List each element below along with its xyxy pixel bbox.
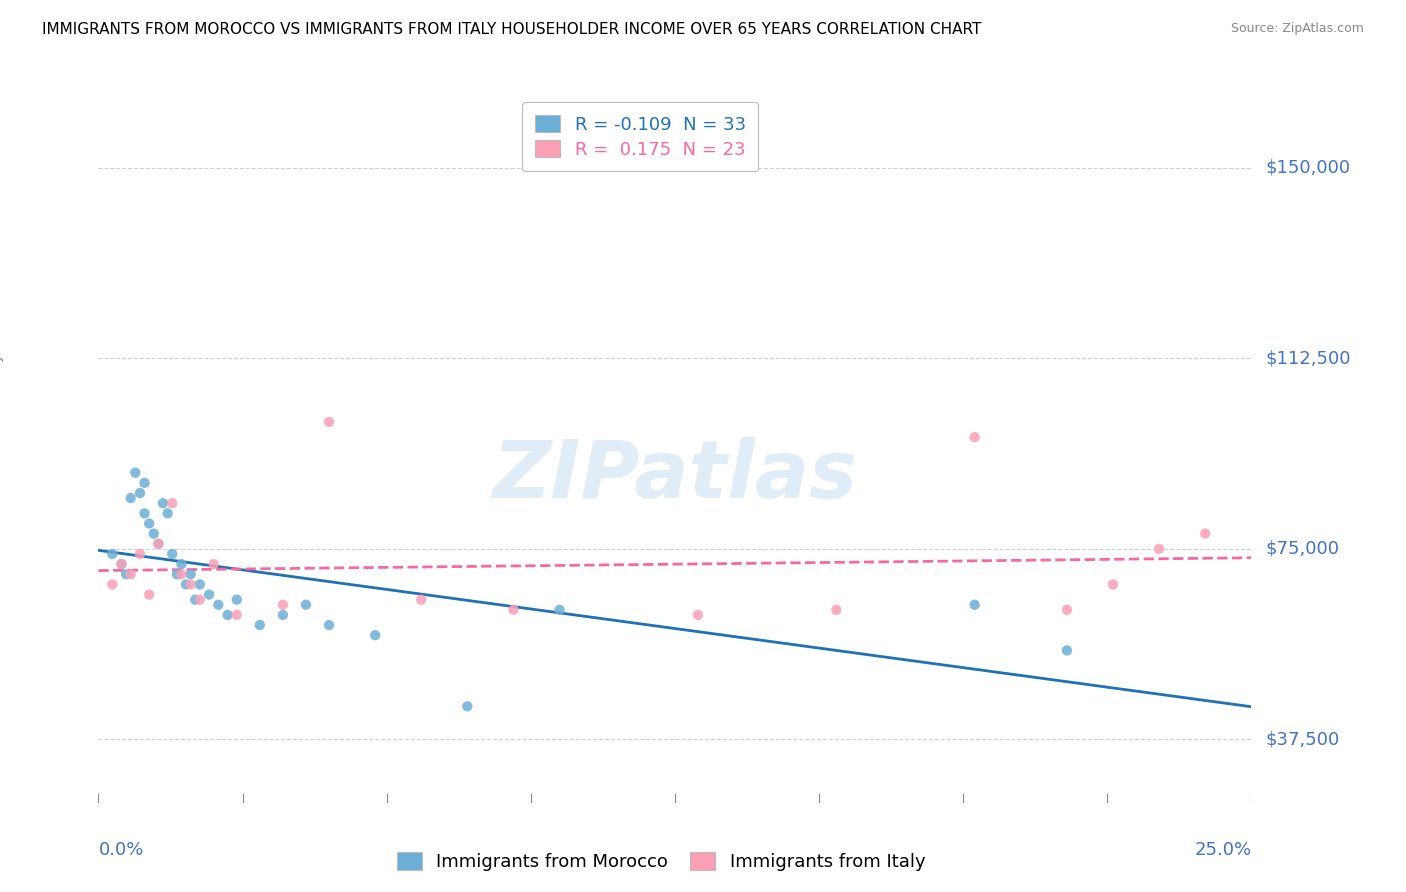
- Point: [548, 603, 571, 617]
- Point: [1056, 603, 1078, 617]
- Point: [170, 567, 193, 582]
- Point: [138, 588, 160, 602]
- Point: [134, 506, 156, 520]
- Point: [101, 577, 124, 591]
- Point: [180, 567, 202, 582]
- Point: [217, 607, 239, 622]
- Point: [184, 592, 207, 607]
- Point: [101, 547, 124, 561]
- Point: [166, 567, 188, 582]
- Point: [686, 607, 709, 622]
- Point: [110, 557, 132, 571]
- Point: [142, 526, 165, 541]
- Point: [202, 557, 225, 571]
- Point: [318, 415, 340, 429]
- Point: [963, 598, 986, 612]
- Text: 0.0%: 0.0%: [98, 841, 143, 859]
- Point: [152, 496, 174, 510]
- Point: [129, 486, 152, 500]
- Point: [249, 618, 271, 632]
- Text: $112,500: $112,500: [1265, 350, 1351, 368]
- Text: Source: ZipAtlas.com: Source: ZipAtlas.com: [1230, 22, 1364, 36]
- Point: [318, 618, 340, 632]
- Text: $37,500: $37,500: [1265, 731, 1340, 748]
- Point: [295, 598, 318, 612]
- Text: IMMIGRANTS FROM MOROCCO VS IMMIGRANTS FROM ITALY HOUSEHOLDER INCOME OVER 65 YEAR: IMMIGRANTS FROM MOROCCO VS IMMIGRANTS FR…: [42, 22, 981, 37]
- Point: [110, 557, 132, 571]
- Point: [271, 607, 294, 622]
- Point: [825, 603, 848, 617]
- Point: [180, 577, 202, 591]
- Point: [156, 506, 179, 520]
- Point: [502, 603, 524, 617]
- Point: [129, 547, 152, 561]
- Text: 25.0%: 25.0%: [1194, 841, 1251, 859]
- Point: [198, 588, 221, 602]
- Point: [115, 567, 138, 582]
- Legend: R = -0.109  N = 33, R =  0.175  N = 23: R = -0.109 N = 33, R = 0.175 N = 23: [522, 103, 758, 171]
- Point: [1194, 526, 1216, 541]
- Text: Householder Income Over 65 years: Householder Income Over 65 years: [0, 319, 4, 591]
- Point: [963, 430, 986, 444]
- Point: [120, 491, 142, 505]
- Point: [170, 557, 193, 571]
- Point: [124, 466, 146, 480]
- Point: [120, 567, 142, 582]
- Point: [148, 537, 170, 551]
- Point: [188, 577, 211, 591]
- Legend: Immigrants from Morocco, Immigrants from Italy: Immigrants from Morocco, Immigrants from…: [389, 846, 932, 879]
- Point: [364, 628, 387, 642]
- Text: $150,000: $150,000: [1265, 159, 1350, 177]
- Point: [1147, 541, 1170, 556]
- Point: [1102, 577, 1125, 591]
- Point: [134, 475, 156, 490]
- Point: [225, 607, 247, 622]
- Point: [271, 598, 294, 612]
- Point: [138, 516, 160, 531]
- Point: [160, 547, 183, 561]
- Point: [207, 598, 229, 612]
- Point: [148, 537, 170, 551]
- Point: [411, 592, 433, 607]
- Text: ZIPatlas: ZIPatlas: [492, 437, 858, 515]
- Point: [1056, 643, 1078, 657]
- Point: [188, 592, 211, 607]
- Point: [225, 592, 247, 607]
- Text: $75,000: $75,000: [1265, 540, 1339, 558]
- Point: [160, 496, 183, 510]
- Point: [456, 699, 478, 714]
- Point: [174, 577, 197, 591]
